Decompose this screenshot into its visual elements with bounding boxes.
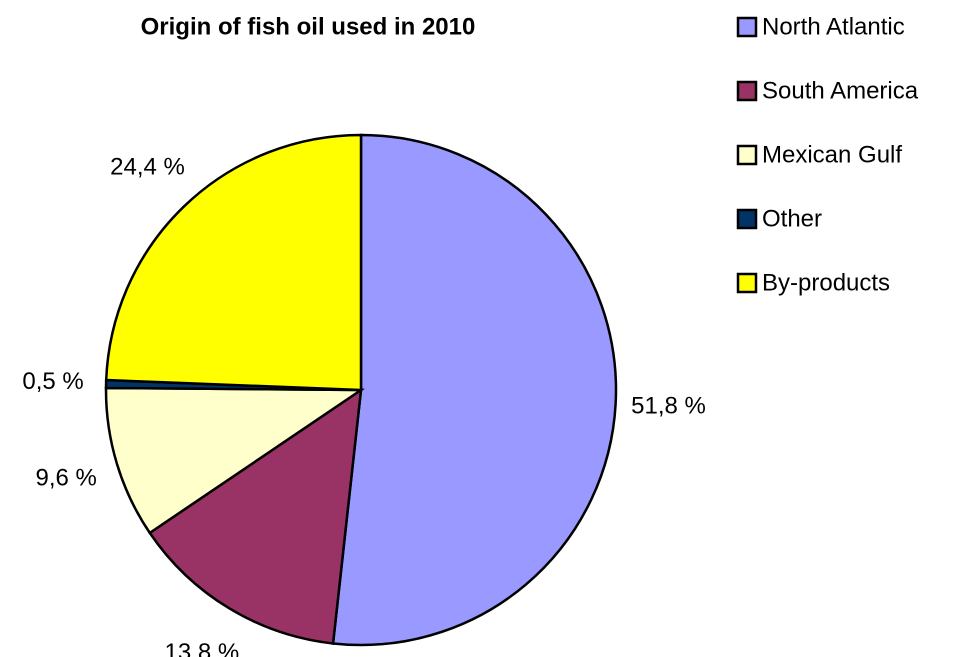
data-label: 24,4 % — [110, 153, 185, 180]
pie-slice — [331, 133, 618, 647]
legend-swatch — [736, 144, 758, 166]
legend-label: South America — [762, 77, 919, 104]
legend-swatch — [736, 16, 758, 38]
legend-swatch — [736, 272, 758, 294]
data-label: 9,6 % — [35, 464, 96, 491]
chart-title: Origin of fish oil used in 2010 — [141, 13, 476, 40]
legend-label: By-products — [762, 269, 890, 296]
legend-swatch — [736, 208, 758, 230]
legend-label: Other — [762, 205, 822, 232]
data-label: 13,8 % — [165, 639, 240, 657]
legend-label: Mexican Gulf — [762, 141, 902, 168]
pie-slice — [104, 133, 363, 392]
pie-slice — [148, 387, 363, 645]
data-label: 0,5 % — [22, 368, 83, 395]
pie-slice — [104, 386, 366, 535]
data-label: 51,8 % — [631, 392, 706, 419]
legend-swatch — [736, 80, 758, 102]
legend-label: North Atlantic — [762, 13, 905, 40]
